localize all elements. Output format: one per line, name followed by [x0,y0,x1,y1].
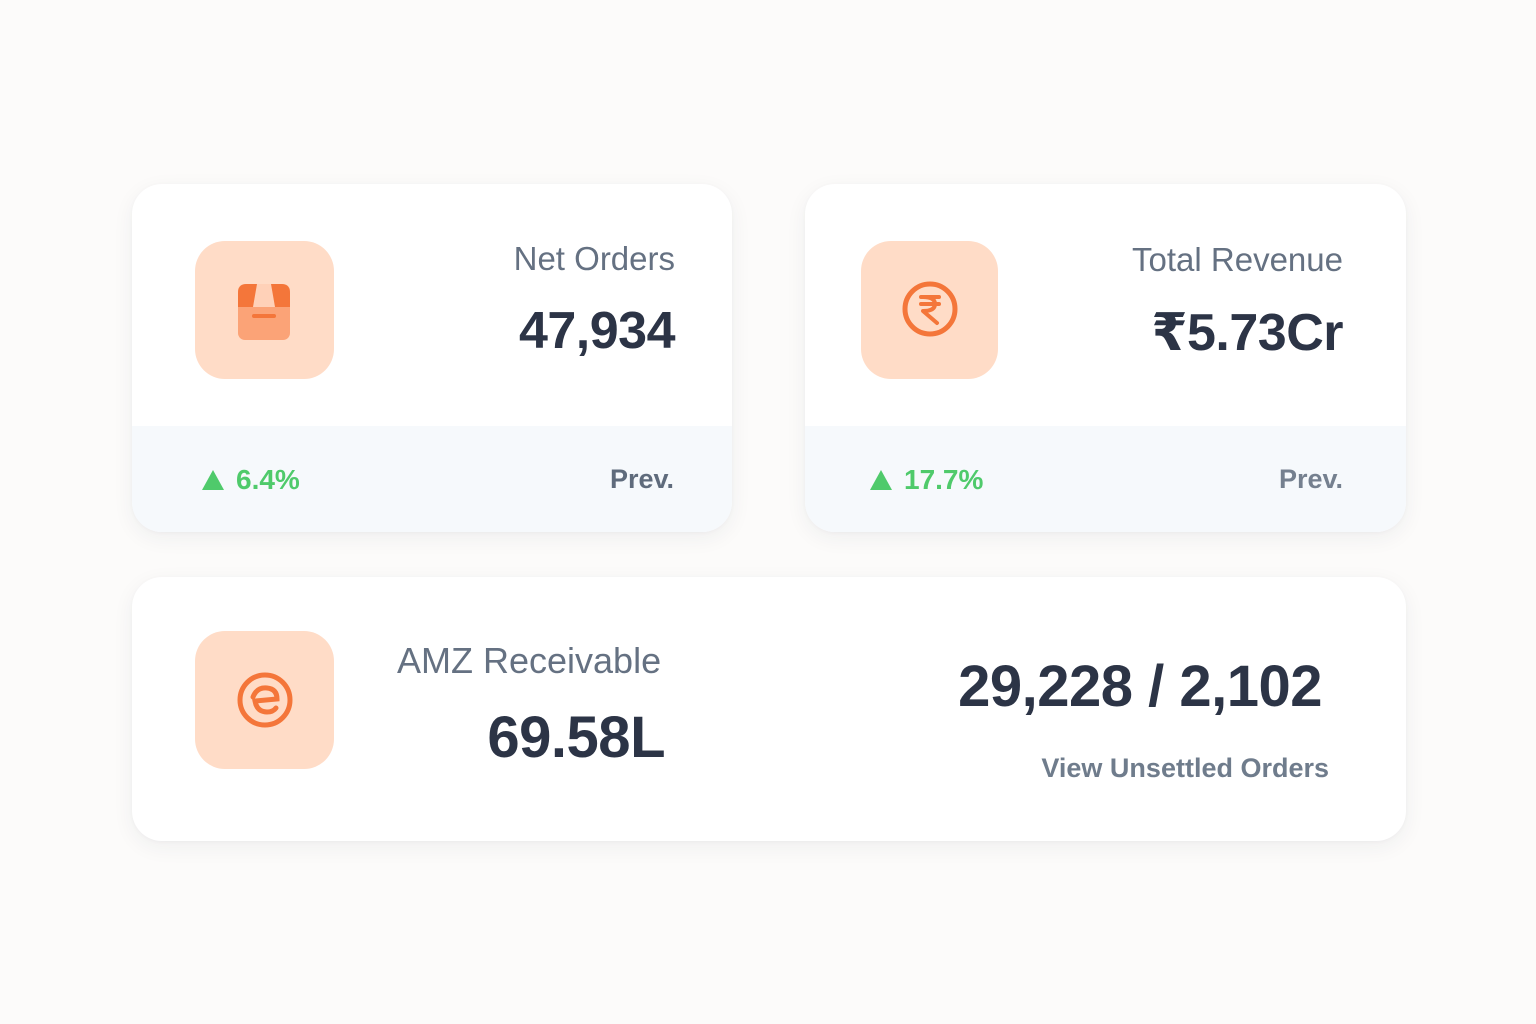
amz-receivable-card: AMZ Receivable 69.58L 29,228 / 2,102 Vie… [132,577,1406,841]
amz-receivable-value: 69.58L [487,705,665,770]
net-orders-change-value: 6.4% [236,464,300,495]
net-orders-card-footer: 6.4% Prev. [132,426,732,532]
amazon-receivable-icon [195,631,334,769]
unsettled-orders-ratio: 29,228 / 2,102 [958,654,1322,719]
total-revenue-card-footer: 17.7% Prev. [805,426,1406,532]
total-revenue-card: Total Revenue ₹5.73Cr 17.7% Prev. [805,184,1406,532]
net-orders-card: Net Orders 47,934 6.4% Prev. [132,184,732,532]
net-orders-card-body: Net Orders 47,934 [132,184,732,426]
package-icon [195,241,334,379]
view-unsettled-orders-link[interactable]: View Unsettled Orders [1041,753,1329,783]
total-revenue-label: Total Revenue [1132,241,1343,278]
net-orders-label: Net Orders [513,240,675,277]
total-revenue-prev-link[interactable]: Prev. [1278,464,1343,494]
trend-up-icon [202,470,224,490]
trend-up-icon [870,470,892,490]
net-orders-change: 6.4% [202,464,300,496]
total-revenue-change: 17.7% [870,464,983,496]
net-orders-value: 47,934 [518,302,676,360]
total-revenue-card-body: Total Revenue ₹5.73Cr [805,184,1406,426]
net-orders-prev-link[interactable]: Prev. [609,464,674,494]
total-revenue-value: ₹5.73Cr [1151,304,1343,362]
amz-receivable-label: AMZ Receivable [397,640,662,681]
total-revenue-change-value: 17.7% [904,464,984,495]
rupee-icon [861,241,998,379]
